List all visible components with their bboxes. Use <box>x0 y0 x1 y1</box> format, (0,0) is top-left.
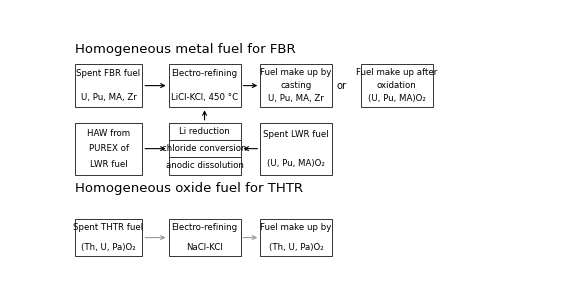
Text: Fuel make up by: Fuel make up by <box>261 68 332 77</box>
Bar <box>260 123 332 174</box>
Text: LWR fuel: LWR fuel <box>90 160 127 169</box>
Bar <box>75 123 142 174</box>
Bar <box>75 64 142 107</box>
Text: anodic dissolution: anodic dissolution <box>166 162 243 170</box>
Bar <box>168 123 240 140</box>
Text: Homogeneous oxide fuel for THTR: Homogeneous oxide fuel for THTR <box>75 182 303 195</box>
Bar <box>168 64 240 107</box>
Text: U, Pu, MA, Zr: U, Pu, MA, Zr <box>81 93 136 102</box>
Text: (U, Pu, MA)O₂: (U, Pu, MA)O₂ <box>267 159 325 168</box>
Text: HAW from: HAW from <box>87 129 130 138</box>
Text: NaCl-KCl: NaCl-KCl <box>186 243 223 252</box>
Text: U, Pu, MA, Zr: U, Pu, MA, Zr <box>269 94 324 103</box>
Text: LiCl-KCl, 450 °C: LiCl-KCl, 450 °C <box>171 93 238 102</box>
Bar <box>75 219 142 256</box>
Text: oxidation: oxidation <box>377 81 417 90</box>
Text: Spent LWR fuel: Spent LWR fuel <box>263 130 329 139</box>
Text: (U, Pu, MA)O₂: (U, Pu, MA)O₂ <box>368 94 426 103</box>
Text: Homogeneous metal fuel for FBR: Homogeneous metal fuel for FBR <box>75 43 296 56</box>
Text: Spent FBR fuel: Spent FBR fuel <box>77 69 141 78</box>
Text: Electro-refining: Electro-refining <box>172 69 238 78</box>
Text: (Th, U, Pa)O₂: (Th, U, Pa)O₂ <box>81 243 136 252</box>
Text: (Th, U, Pa)O₂: (Th, U, Pa)O₂ <box>269 243 324 252</box>
Text: Spent THTR fuel: Spent THTR fuel <box>74 223 144 232</box>
Bar <box>168 219 240 256</box>
Bar <box>168 140 240 157</box>
Text: chloride conversion: chloride conversion <box>162 144 247 153</box>
Text: Electro-refining: Electro-refining <box>172 223 238 232</box>
Text: PUREX of: PUREX of <box>88 144 128 153</box>
Text: Li reduction: Li reduction <box>179 127 230 136</box>
Bar <box>260 219 332 256</box>
Bar <box>260 64 332 107</box>
Bar <box>360 64 432 107</box>
Text: or: or <box>336 80 346 91</box>
Text: casting: casting <box>280 81 312 90</box>
Text: Fuel make up after: Fuel make up after <box>356 68 437 77</box>
Text: Fuel make up by: Fuel make up by <box>261 223 332 232</box>
Bar <box>168 157 240 174</box>
